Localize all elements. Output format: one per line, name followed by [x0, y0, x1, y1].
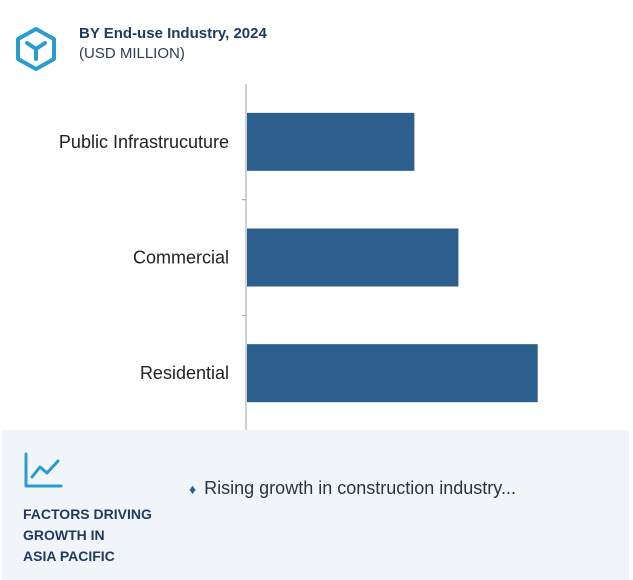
chart-title: BY End-use Industry, 2024	[79, 25, 267, 42]
factors-heading: FACTORS DRIVING GROWTH IN ASIA PACIFIC	[23, 504, 183, 567]
diamond-icon: ♦	[189, 481, 197, 497]
category-label: Residential	[140, 363, 229, 383]
chart-subtitle: (USD MILLION)	[79, 45, 185, 62]
bar	[247, 112, 415, 171]
bar	[247, 228, 459, 287]
trend-line-icon	[24, 452, 63, 488]
factors-panel: FACTORS DRIVING GROWTH IN ASIA PACIFIC ♦…	[2, 430, 629, 580]
factor-text: Rising growth in construction industry..…	[204, 478, 516, 498]
category-label: Public Infrastrucuture	[59, 132, 229, 152]
factor-item: ♦ Rising growth in construction industry.…	[189, 478, 516, 499]
factors-heading-line: GROWTH IN	[23, 527, 105, 543]
bar	[247, 344, 538, 403]
factors-heading-line: FACTORS DRIVING	[23, 506, 152, 522]
factors-heading-line: ASIA PACIFIC	[23, 548, 115, 564]
cube-hexagon-icon	[16, 27, 56, 71]
bar-chart: Public Infrastrucuture Commercial Resident…	[59, 84, 538, 431]
category-label: Commercial	[133, 248, 229, 268]
